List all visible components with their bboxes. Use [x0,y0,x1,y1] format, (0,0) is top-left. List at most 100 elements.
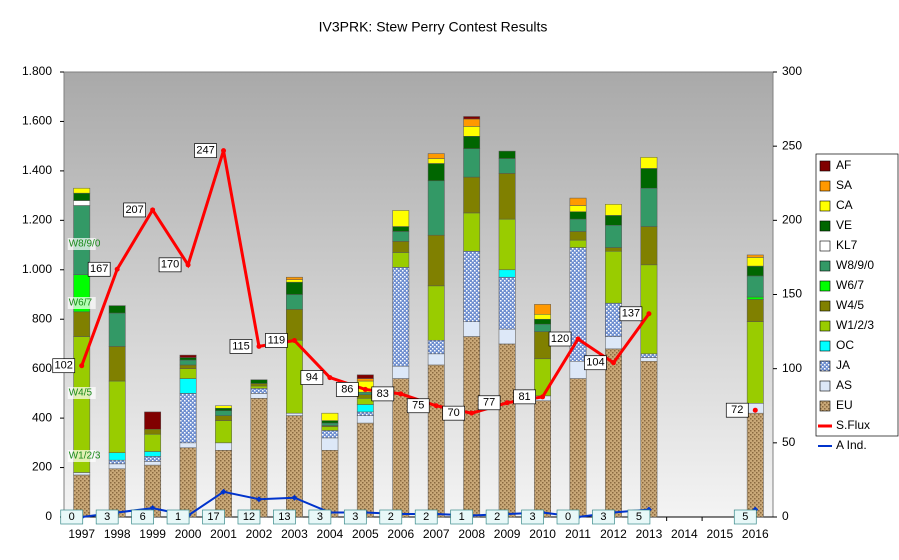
legend-label: W4/5 [836,298,864,312]
bar-segment [144,433,162,452]
x-tick-label: 1999 [139,527,166,541]
bar-segment [569,231,587,241]
legend-label: S.Flux [836,418,870,432]
value-label: 207 [125,204,143,216]
bar-segment [392,252,410,268]
bar-segment [427,153,445,159]
annotation-box [67,450,96,462]
value-label-box [343,509,367,525]
legend-swatch [819,380,831,392]
line-marker [149,505,156,512]
value-label: 170 [161,259,179,271]
bar-segment [356,404,374,413]
line-marker [185,262,191,268]
legend-box [815,153,899,437]
bar-segment [569,197,587,206]
value-label: 3 [104,511,110,523]
x-tick-label: 1997 [68,527,95,541]
value-label-box [592,509,615,525]
legend-label: CA [836,198,853,212]
bar-segment [286,309,303,341]
bar-segment [569,378,587,518]
bar-segment [640,353,658,358]
bar-segment [427,163,445,182]
bar-segment [179,378,197,394]
bar-segment [250,379,268,384]
y-tick-label: 0 [45,509,52,523]
bar-segment [356,374,374,379]
value-label-box [273,509,296,525]
bar-segment [605,336,622,350]
line-marker [433,403,439,409]
value-label: 102 [55,360,73,372]
bar-segment [108,452,126,461]
line-marker [150,207,156,213]
line-marker [540,394,546,400]
bar-segment [498,173,516,220]
bar-segment [73,192,91,201]
x-tick-label: 2003 [281,527,308,541]
bar-segment [427,234,445,287]
bar-segment [463,116,481,120]
value-label-box [60,509,84,525]
value-label-box [52,358,76,374]
y2-tick-label: 100 [782,361,802,375]
bar-segment [746,257,764,267]
value-label: 86 [341,383,353,395]
y-tick-label: 600 [32,361,52,375]
value-label-box [477,395,501,411]
legend-swatch [819,240,831,252]
bar-segment [108,463,126,470]
value-label-box [123,202,146,218]
value-label-box [619,306,643,322]
bar-segment [427,180,445,236]
bar-segment [108,459,126,465]
value-label-box [202,509,225,525]
bar-segment [498,328,516,345]
bar-segment [179,359,197,366]
legend-label: AF [836,158,851,172]
legend-label: W6/7 [836,278,864,292]
bar-segment [427,158,445,164]
bar-segment [746,412,764,518]
bar-segment [356,394,374,399]
value-label-box [379,509,403,525]
bar-segment [569,205,587,212]
y2-tick-label: 300 [782,64,802,78]
annotation: W8/9/0 [69,239,101,250]
bar-segment [498,150,516,159]
bar-segment [746,265,764,277]
value-label-box [725,402,749,418]
bar-segment [286,276,303,280]
x-tick-label: 1998 [104,527,131,541]
bar-segment [179,442,197,449]
bar-segment [215,450,232,518]
y2-tick-label: 150 [782,287,802,301]
bar-segment [179,368,197,379]
y-tick-label: 1.000 [22,262,52,276]
y-tick-label: 800 [32,311,52,325]
bar-segment [321,437,339,451]
x-tick-label: 2001 [210,527,237,541]
value-label-box [87,261,111,277]
bar-segment [498,269,516,278]
bar-segment [463,336,481,518]
bar-segment [498,158,516,174]
bar-segment [215,420,232,444]
value-label-box [166,509,190,525]
bar-segment [108,380,126,453]
legend-label: KL7 [836,238,858,252]
bar-segment [286,279,303,283]
legend-swatch [819,180,831,192]
bar-segment [605,247,622,252]
x-tick-label: 2000 [175,527,202,541]
value-label: 1 [175,511,181,523]
bar-segment [640,157,658,169]
x-tick-label: 2009 [494,527,521,541]
bar-segment [498,343,516,518]
value-label-box [584,355,607,371]
value-label: 247 [196,145,214,157]
legend-label: W8/9/0 [836,258,874,272]
bar-segment [321,420,339,424]
